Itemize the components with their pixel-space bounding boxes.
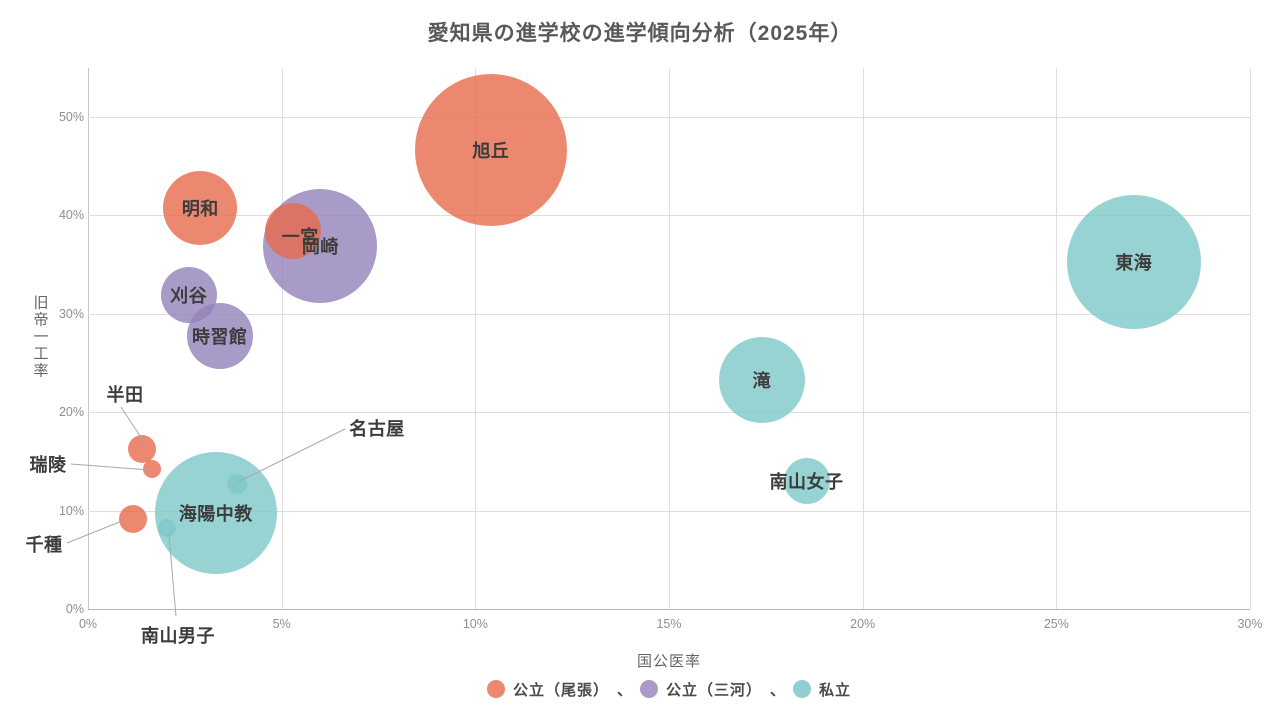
grid-line-vertical	[1250, 68, 1251, 609]
grid-line-horizontal	[88, 412, 1250, 414]
legend-dot-icon	[793, 680, 812, 698]
grid-line-vertical	[281, 68, 283, 609]
annotation-label: 名古屋	[349, 419, 405, 439]
grid-line-horizontal	[88, 215, 1250, 217]
annotation-label: 瑞陵	[29, 455, 67, 475]
grid-line-horizontal	[88, 510, 1250, 512]
x-tick-label: 20%	[850, 617, 876, 631]
bubble-label: 旭丘	[472, 141, 510, 162]
chart-bubble[interactable]	[783, 458, 830, 505]
legend-dot-icon	[486, 680, 505, 698]
x-tick-label: 5%	[272, 617, 291, 631]
grid-line-horizontal	[88, 117, 1250, 118]
leader-line	[70, 463, 150, 471]
grid-line-vertical	[88, 68, 89, 609]
y-axis-title: 旧帝一工率	[31, 294, 49, 380]
chart-title: 愛知県の進学校の進学傾向分析（2025年）	[427, 22, 853, 45]
legend-item[interactable]: 公立（三河）	[639, 679, 762, 700]
bubble-label: 岡崎	[301, 236, 339, 257]
chart-bubble[interactable]	[1066, 194, 1201, 329]
annotation-label: 千種	[25, 535, 63, 555]
chart-bubble[interactable]	[718, 336, 805, 423]
leader-line	[66, 520, 123, 544]
legend-item[interactable]: 私立	[793, 679, 851, 700]
legend-label: 私立	[819, 681, 852, 699]
x-tick-label: 15%	[656, 617, 682, 631]
grid-line-vertical	[862, 68, 864, 609]
chart-bubble[interactable]	[118, 504, 147, 533]
legend-label: 公立（尾張）	[512, 681, 609, 699]
legend-label: 公立（三河）	[665, 681, 762, 699]
grid-line-vertical	[669, 68, 670, 609]
y-tick-label: 20%	[58, 405, 84, 420]
bubble-label: 海陽中教	[178, 503, 253, 524]
chart-bubble[interactable]	[414, 74, 567, 227]
x-tick-label: 10%	[462, 617, 488, 631]
legend-dot-icon	[639, 680, 658, 698]
y-tick-label: 50%	[58, 110, 84, 124]
grid-line-vertical	[1056, 68, 1058, 609]
annotation-label: 南山男子	[141, 626, 215, 646]
y-tick-label: 30%	[58, 306, 84, 321]
chart-bubble[interactable]	[186, 303, 253, 370]
chart-bubble[interactable]	[265, 203, 322, 260]
y-tick-label: 10%	[58, 503, 84, 518]
bubble-label: 南山女子	[769, 472, 844, 493]
x-tick-label: 0%	[78, 617, 98, 631]
y-tick-label: 0%	[65, 602, 84, 616]
bubble-label: 明和	[181, 198, 219, 219]
x-axis-title: 国公医率	[636, 653, 701, 670]
annotation-label: 半田	[106, 385, 144, 405]
bubble-label: 東海	[1115, 252, 1153, 273]
chart-bubble[interactable]	[142, 460, 161, 479]
chart-bubble[interactable]	[227, 474, 248, 495]
bubble-label: 時習館	[191, 327, 248, 348]
bubble-label: 刈谷	[170, 286, 208, 307]
y-tick-label: 40%	[58, 208, 84, 223]
x-tick-label: 25%	[1043, 617, 1069, 631]
bubble-label: 滝	[752, 370, 772, 391]
chart-bubble[interactable]	[128, 434, 157, 463]
legend: 公立（尾張）、公立（三河）、私立	[88, 675, 1250, 703]
x-tick-label: 30%	[1237, 617, 1263, 631]
chart-bubble[interactable]	[163, 170, 238, 245]
legend-separator: 、	[616, 681, 632, 699]
chart-bubble[interactable]	[158, 519, 177, 538]
grid-line-horizontal	[88, 609, 1250, 610]
legend-item[interactable]: 公立（尾張）	[486, 679, 609, 700]
grid-line-vertical	[475, 68, 477, 609]
bubble-label: 一宮	[281, 227, 319, 248]
legend-separator: 、	[770, 681, 786, 699]
grid-line-horizontal	[88, 313, 1250, 315]
